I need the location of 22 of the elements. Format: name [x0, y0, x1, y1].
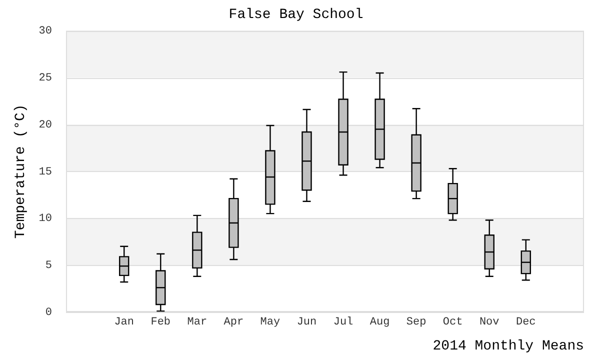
- chart-title: False Bay School: [228, 7, 364, 24]
- x-tick-label: May: [260, 316, 281, 329]
- x-tick-label: Feb: [150, 316, 171, 329]
- x-tick-label: Aug: [370, 316, 390, 329]
- y-tick-label: 30: [38, 26, 52, 38]
- x-axis-title: 2014 Monthly Means: [432, 338, 584, 354]
- y-tick-label: 20: [38, 119, 52, 132]
- x-tick-label: Dec: [516, 316, 536, 329]
- x-tick-label: Mar: [187, 316, 208, 329]
- x-tick-label: Apr: [224, 316, 244, 329]
- x-tick-label: Jun: [296, 316, 317, 329]
- y-tick-label: 25: [38, 72, 52, 85]
- y-tick-label: 5: [45, 260, 52, 272]
- x-tick-label: Jul: [333, 316, 354, 329]
- x-tick-label: Sep: [406, 316, 426, 329]
- x-tick-label: Nov: [479, 316, 500, 329]
- y-tick-label: 0: [45, 306, 52, 319]
- y-tick-label: 15: [38, 166, 52, 178]
- x-tick-label: Oct: [442, 316, 463, 329]
- y-tick-label: 10: [38, 213, 52, 226]
- y-axis-title: Temperature (°C): [13, 104, 30, 239]
- x-tick-label: Jan: [114, 316, 134, 329]
